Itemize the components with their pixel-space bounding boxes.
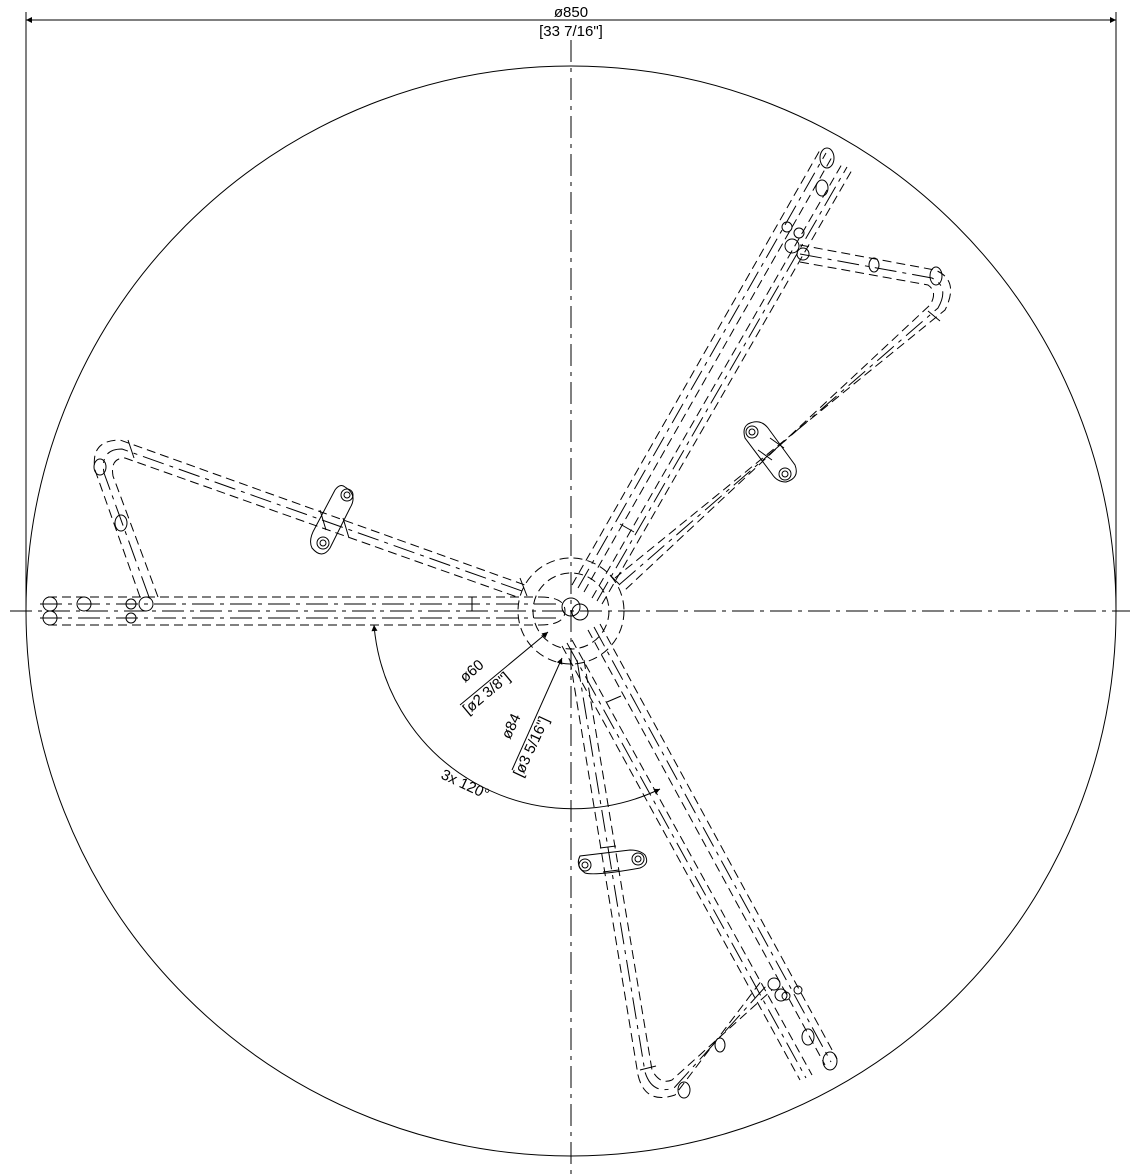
hub-outer-circle [517,557,625,665]
overall-diameter-label: ø850 [554,4,588,21]
leg-lower-right [561,623,838,1099]
overall-diameter-dimension: ø850 [33 7/16"] [25,4,1117,611]
hub-diameter-dimensions: ø60 [ø2 3/8"] ø84 [ø3 5/16"] [457,631,563,780]
hub-diameter-label: ø84 [498,711,524,742]
angle-spacing-label: 3x 120° [438,766,491,803]
overall-diameter-imperial-label: [33 7/16"] [539,23,603,40]
leg-upper-right [571,147,952,605]
leg-left [40,439,566,626]
inner-diameter-label: ø60 [457,656,488,686]
